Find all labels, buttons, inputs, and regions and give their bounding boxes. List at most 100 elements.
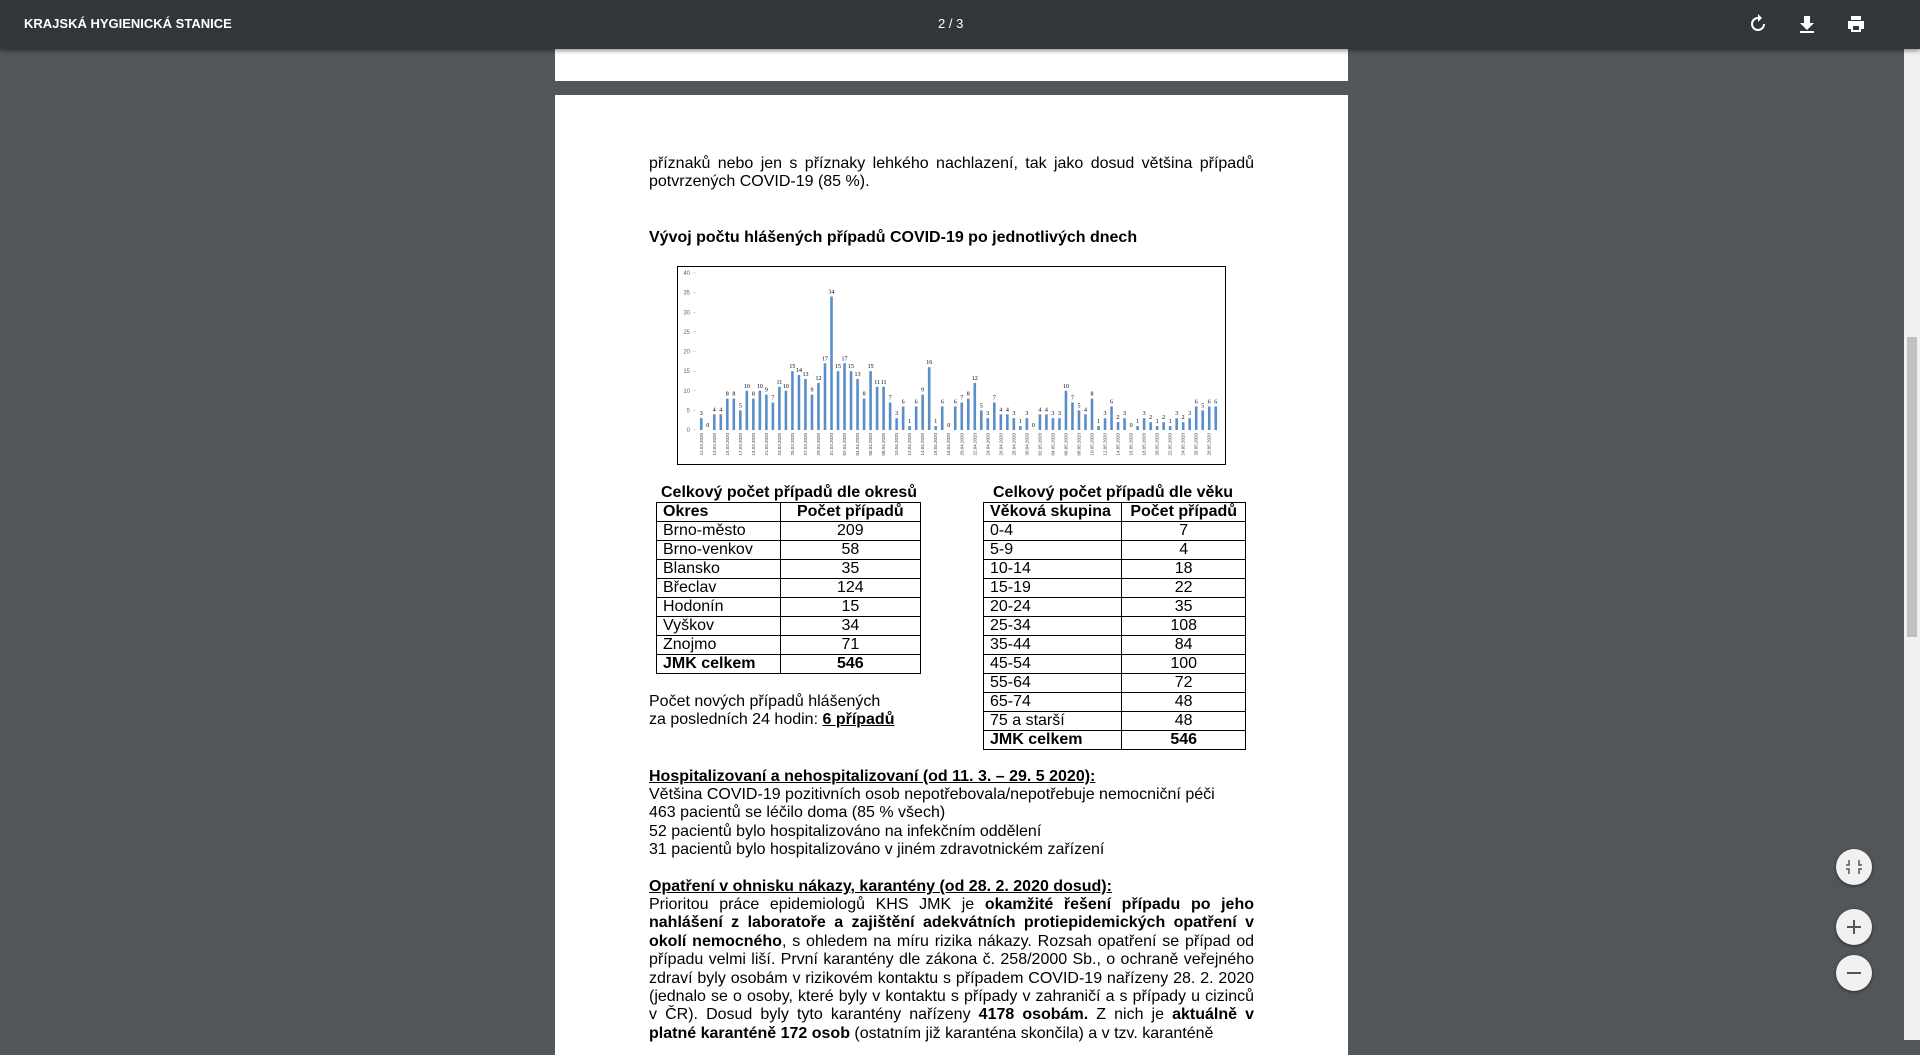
x-tick-label: 16.05.2020 — [1129, 433, 1134, 456]
data-label: 5 — [1077, 403, 1080, 409]
header-cell: Věková skupina — [982, 502, 1123, 522]
data-label: 15 — [848, 364, 854, 370]
cell: 25-34 — [982, 616, 1123, 636]
zoom-in-button[interactable] — [1836, 909, 1872, 945]
x-tick-label: 18.05.2020 — [1142, 433, 1147, 456]
row: Brno-město 209 — [656, 521, 922, 541]
data-label: 13 — [855, 372, 861, 378]
data-label: 5 — [980, 403, 983, 409]
data-label: 3 — [1143, 411, 1146, 417]
bar — [1097, 426, 1100, 430]
bar — [752, 398, 755, 430]
data-label: 1 — [1136, 419, 1139, 425]
cell: 15 — [779, 597, 922, 617]
emphasis: 6 případů — [822, 711, 895, 729]
bar — [797, 375, 801, 430]
bar — [875, 386, 879, 430]
cell: 209 — [779, 521, 922, 541]
cell: 71 — [779, 635, 922, 655]
y-tick-label: 35 — [683, 291, 690, 297]
data-label: 8 — [967, 392, 970, 398]
data-label: 6 — [1214, 399, 1217, 405]
data-label: 14 — [796, 368, 802, 374]
bar — [823, 363, 827, 430]
data-label: 4 — [1045, 407, 1048, 413]
data-label: 1 — [1019, 419, 1022, 425]
bar — [712, 414, 716, 430]
cell: 65-74 — [982, 692, 1123, 712]
bar — [1175, 418, 1178, 430]
bar — [784, 390, 788, 430]
data-label: 9 — [765, 388, 768, 394]
x-tick-label: 13.03.2020 — [712, 433, 717, 456]
line: Většina COVID-19 pozitivních osob nepotř… — [649, 786, 1215, 803]
text-run: , s ohledem na míru rizika nákazy. Rozsa… — [649, 932, 1254, 1024]
fit-button[interactable] — [1836, 849, 1872, 885]
row: 15-19 22 — [982, 578, 1246, 598]
bar — [856, 378, 859, 430]
bar — [1058, 418, 1061, 430]
x-tick-label: 04.05.2020 — [1050, 433, 1055, 456]
bar — [791, 371, 794, 430]
data-label: 3 — [700, 411, 703, 417]
scrollbar[interactable] — [1904, 49, 1920, 1040]
cell: 75 a starší — [982, 711, 1123, 731]
bar — [810, 394, 814, 430]
cell: 48 — [1121, 692, 1246, 712]
zoom-out-button[interactable] — [1836, 955, 1872, 991]
data-label: 3 — [1025, 411, 1028, 417]
bar — [1019, 426, 1022, 430]
text-run: Prioritou práce epidemiologů KHS JMK je — [649, 896, 985, 913]
bar — [921, 394, 924, 430]
data-label: 0 — [706, 423, 709, 429]
print-button[interactable] — [1846, 14, 1866, 34]
cell: 124 — [779, 578, 922, 598]
rotate-button[interactable] — [1748, 14, 1768, 34]
bar — [771, 402, 775, 430]
x-tick-label: 08.05.2020 — [1076, 433, 1081, 456]
data-label: 3 — [1123, 411, 1126, 417]
x-tick-label: 18.04.2020 — [946, 433, 951, 456]
row: Znojmo 71 — [656, 635, 922, 655]
cell: JMK celkem — [982, 730, 1123, 750]
data-label: 1 — [1097, 419, 1100, 425]
text-run: aktuálně v platné karanténě 172 osob — [649, 1006, 1255, 1042]
cell: 35-44 — [982, 635, 1123, 655]
x-tick-label: 28.05.2020 — [1207, 433, 1212, 456]
download-button[interactable] — [1797, 14, 1817, 34]
bar — [1201, 410, 1205, 430]
cell: Blansko — [656, 559, 781, 579]
data-label: 11 — [874, 380, 880, 386]
bar — [849, 371, 853, 430]
bar — [1110, 406, 1113, 430]
bar — [765, 394, 768, 430]
data-label: 7 — [771, 396, 774, 402]
bar — [843, 363, 846, 430]
bar — [1207, 406, 1211, 430]
bar — [699, 418, 703, 430]
x-tick-label: 24.05.2020 — [1181, 433, 1186, 456]
bar — [1194, 406, 1198, 430]
bar — [999, 414, 1003, 430]
cell: 22 — [1121, 578, 1246, 598]
data-label: 7 — [960, 396, 963, 402]
bar — [1181, 422, 1185, 430]
header-row: Věková skupina Počet případů — [982, 502, 1246, 522]
bar — [869, 371, 872, 430]
scroll-thumb[interactable] — [1907, 337, 1917, 637]
data-label: 4 — [999, 407, 1002, 413]
x-tick-label: 20.05.2020 — [1155, 433, 1160, 456]
bar — [804, 378, 807, 430]
row: 5-9 4 — [982, 540, 1246, 560]
chart: 0510152025303540311.03.20200413.03.20204… — [677, 266, 1226, 465]
data-label: 15 — [789, 364, 795, 370]
bar — [1142, 418, 1146, 430]
data-label: 3 — [1058, 411, 1061, 417]
x-tick-label: 17.03.2020 — [738, 433, 743, 456]
bar — [888, 402, 892, 430]
data-label: 4 — [1038, 407, 1041, 413]
bar — [986, 418, 990, 430]
bar — [1168, 426, 1172, 430]
bar — [1214, 406, 1218, 430]
bar — [895, 418, 898, 430]
